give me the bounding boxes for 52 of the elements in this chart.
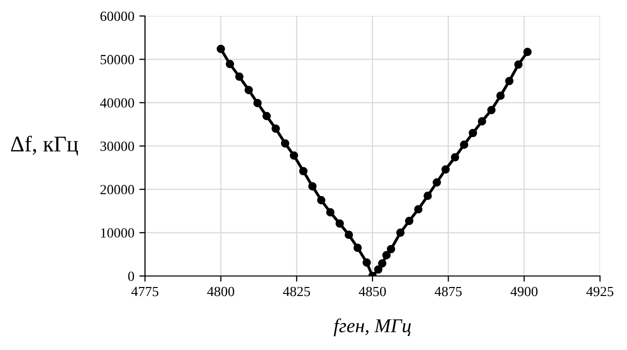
point (378, 259, 386, 268)
point (441, 165, 450, 174)
point (450, 153, 460, 162)
point (460, 140, 468, 149)
x-tick-label: 4900 (510, 286, 538, 296)
point (396, 228, 405, 237)
point (226, 60, 234, 68)
point (432, 178, 441, 187)
point (336, 219, 344, 228)
point (326, 208, 335, 216)
point (496, 92, 505, 100)
point (362, 258, 371, 267)
y-tick-label: 30000 (100, 142, 134, 151)
point (374, 265, 382, 274)
point (478, 117, 486, 126)
point (382, 251, 391, 260)
point (344, 230, 354, 239)
x-tick-label: 4775 (131, 286, 158, 296)
x-tick-label: 4875 (434, 286, 462, 296)
point (262, 112, 271, 120)
point (353, 244, 362, 252)
point (244, 86, 253, 94)
point (253, 98, 262, 108)
x-tick-label: 4800 (207, 286, 234, 296)
x-tick-label: 4925 (586, 286, 614, 296)
point (272, 124, 280, 133)
point (280, 139, 290, 148)
point (514, 60, 523, 69)
x-tick-label: 4850 (358, 286, 386, 296)
point (216, 44, 225, 54)
y-tick-label: 0 (128, 272, 134, 281)
point (386, 244, 396, 254)
y-axis-title: Δf, кГц (10, 136, 78, 156)
y-tick-label: 20000 (100, 184, 134, 194)
point (317, 196, 326, 204)
y-tick-label: 60000 (100, 12, 134, 21)
point (299, 166, 308, 176)
point (468, 128, 478, 138)
y-tick-label: 40000 (100, 98, 134, 108)
y-tick-label: 50000 (100, 54, 134, 64)
point (235, 72, 244, 81)
x-tick-label: 4825 (283, 286, 310, 296)
point (487, 106, 496, 114)
point (405, 216, 414, 226)
point (308, 182, 317, 190)
point (505, 76, 514, 86)
point (523, 48, 532, 56)
y-tick-label: 10000 (101, 228, 134, 238)
point (424, 192, 432, 200)
point (414, 205, 422, 214)
point (290, 151, 298, 160)
x-axis-title: fген, МГц (334, 318, 411, 336)
